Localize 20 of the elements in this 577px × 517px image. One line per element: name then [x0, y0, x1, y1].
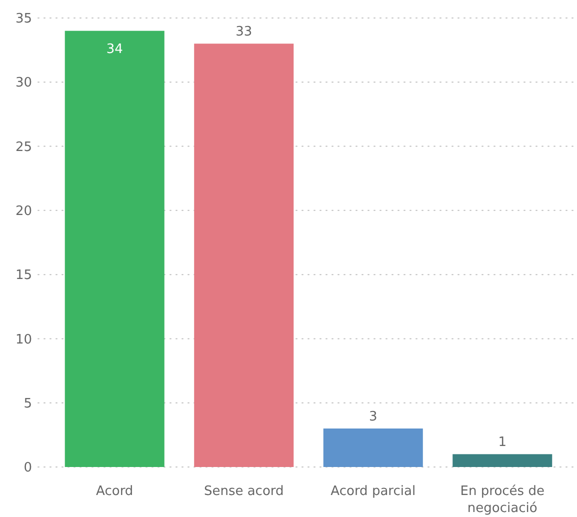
y-tick-label: 5: [24, 396, 32, 412]
bar: [452, 454, 552, 467]
bar: [323, 428, 423, 467]
y-tick-label: 0: [24, 460, 32, 476]
data-label: 1: [498, 435, 507, 450]
x-tick-label: Sense acord: [204, 484, 284, 499]
y-tick-label: 15: [15, 268, 32, 284]
x-tick-label: Acord: [96, 484, 134, 499]
data-label: 3: [368, 410, 378, 425]
bar: [64, 30, 164, 467]
y-tick-label: 25: [15, 140, 32, 155]
x-tick-label: En procés de negociació: [460, 484, 544, 516]
bar: [194, 44, 294, 467]
y-tick-label: 35: [15, 12, 32, 27]
data-label: 33: [236, 24, 252, 40]
data-label: 34: [106, 42, 123, 57]
x-tick-label: Acord parcial: [330, 484, 416, 499]
y-tick-label: 30: [15, 76, 32, 91]
y-tick-label: 20: [15, 204, 32, 219]
y-tick-label: 10: [15, 332, 32, 348]
